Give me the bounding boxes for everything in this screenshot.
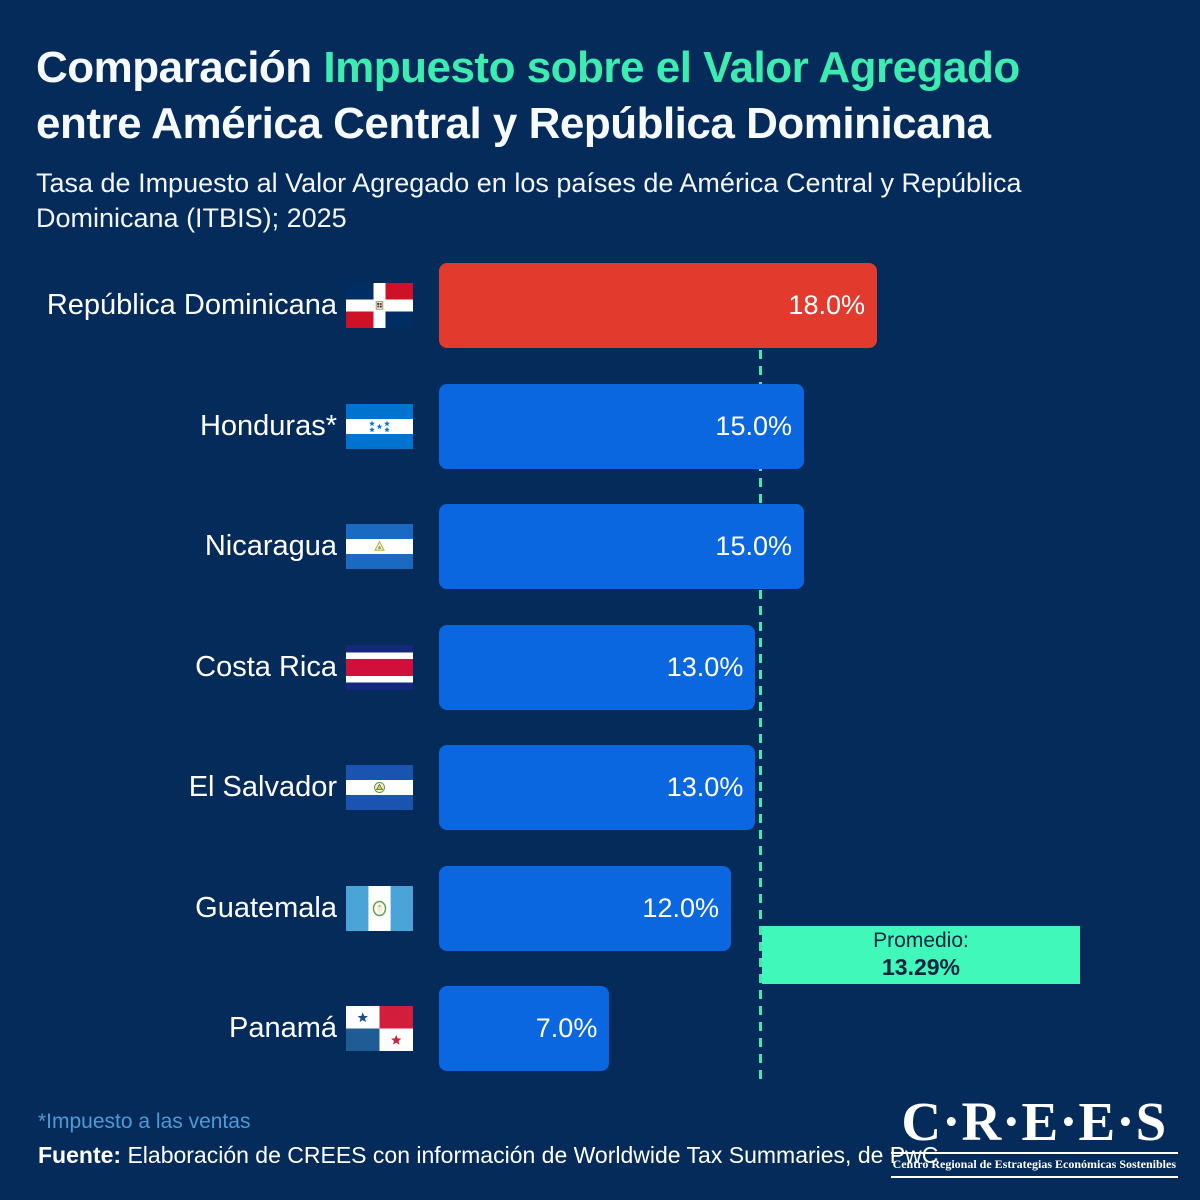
- bar-el-salvador: 13.0%: [439, 745, 756, 830]
- chart-row-panama: Panamá 7.0%: [0, 986, 610, 1071]
- bar-value-label: 13.0%: [666, 772, 744, 802]
- country-label: República Dominicana: [46, 289, 337, 321]
- guatemala-flag-icon: [346, 886, 413, 931]
- el-salvador-flag-icon: [346, 765, 413, 810]
- honduras-flag-icon: [346, 404, 413, 449]
- average-label: Promedio:: [873, 929, 969, 953]
- chart-row-guatemala: Guatemala 12.0%: [0, 866, 731, 951]
- bar-value-label: 12.0%: [642, 893, 719, 923]
- source-label: Fuente:: [38, 1142, 122, 1168]
- country-label: El Salvador: [188, 771, 337, 803]
- crees-logo-acronym: C·R·E·E·S: [901, 1091, 1168, 1152]
- chart-subtitle: Tasa de Impuesto al Valor Agregado en lo…: [36, 168, 1022, 233]
- bar-honduras: 15.0%: [439, 384, 804, 469]
- chart-row-el-salvador: El Salvador 13.0%: [0, 745, 756, 830]
- country-label: Guatemala: [195, 892, 337, 924]
- dominican-republic-flag-icon: [346, 283, 413, 328]
- source-text: Elaboración de CREES con información de …: [121, 1142, 939, 1168]
- bar-value-label: 15.0%: [715, 411, 792, 441]
- country-label: Panamá: [228, 1012, 337, 1044]
- page-title: Comparación Impuesto sobre el Valor Agre…: [36, 40, 1170, 152]
- title-line1-accent: Impuesto sobre el Valor Agregado: [323, 43, 1020, 92]
- average-callout: Promedio: 13.29%: [762, 926, 1080, 984]
- average-line: [758, 350, 762, 1086]
- country-label: Honduras*: [199, 410, 337, 442]
- crees-logo-tagline: Centro Regional de Estrategias Económica…: [892, 1157, 1176, 1171]
- logo-divider-top: [890, 1152, 1178, 1154]
- bar-value-label: 13.0%: [666, 652, 744, 682]
- chart-row-costa-rica: Costa Rica 13.0%: [0, 625, 756, 710]
- source-line: Fuente: Elaboración de CREES con informa…: [38, 1142, 938, 1169]
- chart-row-honduras: Honduras* 15.0%: [0, 384, 804, 469]
- chart-row-republica-dominicana: República Dominicana 18.0%: [0, 263, 877, 348]
- bar-value-label: 15.0%: [715, 531, 792, 561]
- bar-costa-rica: 13.0%: [439, 625, 756, 710]
- bar-guatemala: 12.0%: [439, 866, 731, 951]
- country-label: Nicaragua: [204, 530, 337, 562]
- bar-panama: 7.0%: [439, 986, 610, 1071]
- costa-rica-flag-icon: [346, 645, 413, 690]
- title-line1-white: Comparación: [36, 43, 324, 92]
- country-label: Costa Rica: [195, 651, 337, 683]
- header: Comparación Impuesto sobre el Valor Agre…: [36, 40, 1170, 236]
- title-line2: entre América Central y República Domini…: [36, 99, 991, 148]
- chart-row-nicaragua: Nicaragua 15.0%: [0, 504, 804, 589]
- bar-value-label: 7.0%: [535, 1013, 598, 1043]
- average-value: 13.29%: [881, 953, 960, 980]
- bar-value-label: 18.0%: [788, 290, 865, 320]
- bar-republica-dominicana: 18.0%: [439, 263, 877, 348]
- nicaragua-flag-icon: [346, 524, 413, 569]
- panama-flag-icon: [346, 1006, 413, 1051]
- crees-logo: C·R·E·E·S Centro Regional de Estrategias…: [890, 1091, 1178, 1178]
- bar-nicaragua: 15.0%: [439, 504, 804, 589]
- logo-divider-bottom: [890, 1176, 1178, 1178]
- footnote: *Impuesto a las ventas: [38, 1110, 251, 1133]
